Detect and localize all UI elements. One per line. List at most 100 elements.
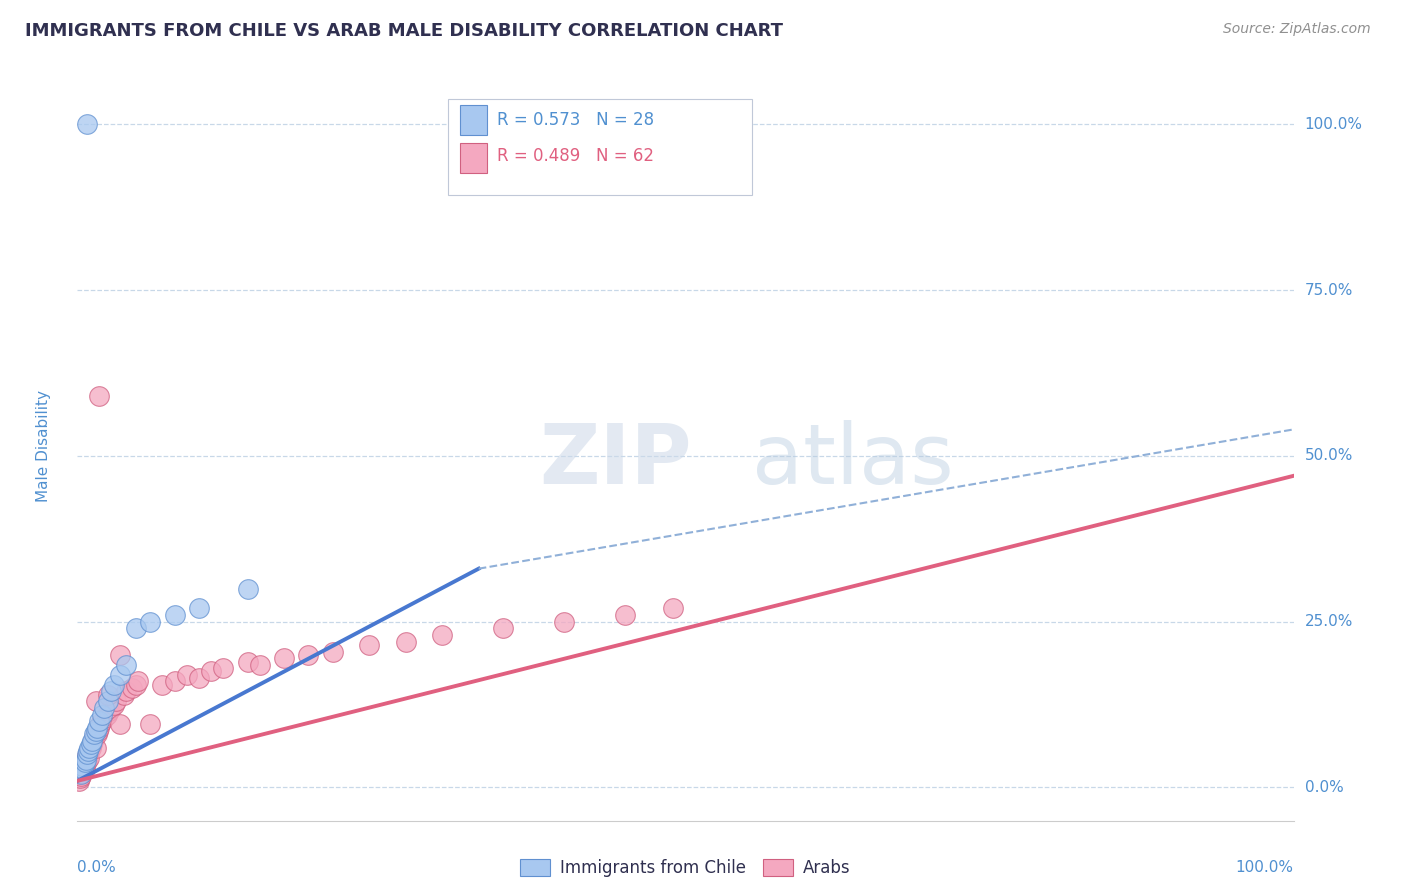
Point (125, 621, 148, 635)
Point (152, 678, 174, 692)
Point (176, 667, 198, 681)
Point (90, 714, 112, 728)
Point (73, 757, 96, 772)
Point (75, 753, 97, 767)
Point (163, 608, 186, 623)
Point (395, 634, 418, 648)
Point (188, 601, 211, 615)
Point (79, 740, 101, 755)
Point (89, 714, 111, 728)
Text: 0.0%: 0.0% (1305, 780, 1343, 795)
Point (86, 727, 108, 741)
Point (236, 655, 259, 669)
Point (93, 711, 115, 725)
Point (553, 615, 575, 629)
Point (100, 701, 122, 715)
Text: 50.0%: 50.0% (1305, 449, 1353, 464)
Point (492, 621, 515, 635)
Point (70, 762, 93, 776)
Point (97, 688, 120, 702)
Point (76, 748, 98, 763)
Point (93, 701, 115, 715)
Point (79, 750, 101, 764)
Point (89, 389, 111, 403)
Text: 75.0%: 75.0% (1305, 283, 1353, 298)
Legend: Immigrants from Chile, Arabs: Immigrants from Chile, Arabs (513, 852, 858, 883)
Point (70, 759, 93, 773)
Point (75, 753, 97, 767)
Text: Male Disability: Male Disability (35, 390, 51, 502)
Point (359, 638, 381, 652)
Point (84, 694, 107, 708)
Point (77, 744, 100, 758)
Point (80, 738, 103, 752)
Point (273, 651, 295, 665)
Point (112, 688, 135, 702)
Text: atlas: atlas (752, 420, 955, 501)
Point (80, 740, 103, 755)
Point (72, 759, 94, 773)
Text: ZIP: ZIP (540, 420, 692, 501)
Point (613, 608, 636, 623)
Point (76, 754, 98, 768)
Point (430, 628, 453, 642)
Text: R = 0.489   N = 62: R = 0.489 N = 62 (496, 147, 654, 165)
Point (139, 615, 162, 629)
Text: 0.0%: 0.0% (77, 860, 117, 874)
Point (105, 694, 128, 708)
Point (72, 764, 94, 778)
Point (115, 657, 138, 672)
Point (76, 117, 98, 131)
Point (80, 738, 103, 752)
Point (84, 724, 107, 739)
Point (73, 762, 96, 776)
Point (80, 734, 103, 748)
Point (83, 731, 105, 745)
Point (100, 684, 122, 698)
Point (662, 601, 685, 615)
Point (249, 657, 271, 672)
Text: 100.0%: 100.0% (1236, 860, 1294, 874)
Text: R = 0.573   N = 28: R = 0.573 N = 28 (496, 112, 654, 129)
Point (103, 678, 125, 692)
Point (125, 678, 148, 692)
Point (297, 648, 319, 662)
Point (322, 644, 344, 658)
Point (69, 764, 91, 778)
Point (82, 734, 104, 748)
Point (188, 671, 211, 685)
Point (73, 756, 96, 770)
Text: 25.0%: 25.0% (1305, 615, 1353, 629)
Point (236, 582, 259, 596)
Point (76, 747, 98, 762)
Point (75, 756, 97, 770)
Point (121, 681, 143, 695)
Point (84, 740, 107, 755)
Point (79, 744, 101, 758)
Point (70, 768, 93, 782)
Point (108, 648, 131, 662)
Point (67, 773, 90, 788)
Point (89, 721, 111, 735)
Bar (460, 105, 488, 135)
Point (200, 665, 222, 679)
Point (87, 724, 110, 739)
Point (90, 707, 112, 722)
FancyBboxPatch shape (449, 99, 752, 195)
Bar (460, 143, 488, 172)
Point (83, 727, 105, 741)
Point (127, 674, 149, 689)
Point (163, 674, 186, 689)
Text: 100.0%: 100.0% (1305, 117, 1362, 132)
Point (69, 771, 91, 785)
Point (108, 717, 131, 731)
Point (70, 767, 93, 781)
Point (89, 717, 111, 731)
Point (97, 694, 120, 708)
Text: Source: ZipAtlas.com: Source: ZipAtlas.com (1223, 22, 1371, 37)
Point (69, 767, 91, 781)
Point (86, 721, 108, 735)
Text: IMMIGRANTS FROM CHILE VS ARAB MALE DISABILITY CORRELATION CHART: IMMIGRANTS FROM CHILE VS ARAB MALE DISAB… (25, 22, 783, 40)
Point (96, 707, 118, 722)
Point (139, 717, 162, 731)
